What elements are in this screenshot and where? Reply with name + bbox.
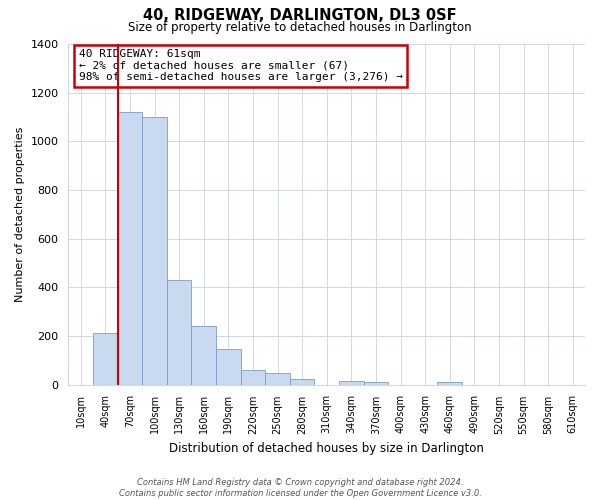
Bar — [290, 379, 314, 384]
Bar — [364, 382, 388, 384]
X-axis label: Distribution of detached houses by size in Darlington: Distribution of detached houses by size … — [169, 442, 484, 455]
Text: 40 RIDGEWAY: 61sqm
← 2% of detached houses are smaller (67)
98% of semi-detached: 40 RIDGEWAY: 61sqm ← 2% of detached hous… — [79, 49, 403, 82]
Bar — [216, 350, 241, 384]
Text: Contains HM Land Registry data © Crown copyright and database right 2024.
Contai: Contains HM Land Registry data © Crown c… — [119, 478, 481, 498]
Bar — [437, 382, 462, 384]
Bar — [191, 326, 216, 384]
Bar — [93, 334, 118, 384]
Y-axis label: Number of detached properties: Number of detached properties — [15, 126, 25, 302]
Text: Size of property relative to detached houses in Darlington: Size of property relative to detached ho… — [128, 21, 472, 34]
Bar — [118, 112, 142, 384]
Text: 40, RIDGEWAY, DARLINGTON, DL3 0SF: 40, RIDGEWAY, DARLINGTON, DL3 0SF — [143, 8, 457, 22]
Bar — [241, 370, 265, 384]
Bar — [265, 373, 290, 384]
Bar — [339, 381, 364, 384]
Bar — [142, 117, 167, 384]
Bar — [167, 280, 191, 384]
